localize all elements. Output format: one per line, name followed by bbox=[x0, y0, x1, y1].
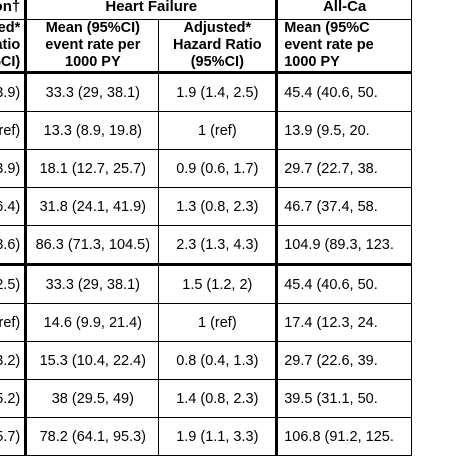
group-header-row: tion† Heart Failure All-Ca bbox=[0, 0, 412, 20]
table-cell: 17.4 (12.3, 24. bbox=[275, 303, 412, 342]
table-cell: 29.7 (22.7, 38. bbox=[275, 149, 412, 188]
table-row: 2, 3.2)15.3 (10.4, 22.4)0.8 (0.4, 1.3)29… bbox=[0, 341, 412, 380]
table-cell: 45.4 (40.6, 50. bbox=[275, 263, 412, 304]
table-cell: 15.3 (10.4, 22.4) bbox=[24, 341, 160, 380]
table-row: 2, 3.9)33.3 (29, 38.1)1.9 (1.4, 2.5)45.4… bbox=[0, 72, 412, 112]
table-row: 5, 3.9)18.1 (12.7, 25.7)0.9 (0.6, 1.7)29… bbox=[0, 149, 412, 188]
table-cell: ref) bbox=[0, 303, 27, 342]
table-cell: 9, 5.7) bbox=[0, 417, 27, 456]
table-cell: 33.3 (29, 38.1) bbox=[24, 263, 160, 304]
table-cell: 5, 2.5) bbox=[0, 263, 27, 304]
table-cell: 106.8 (91.2, 125. bbox=[275, 417, 412, 456]
table-cell: 38 (29.5, 49) bbox=[24, 379, 160, 418]
table-cell: 1.5 (1.2, 2) bbox=[158, 263, 278, 304]
table-cell: 78.2 (64.1, 95.3) bbox=[24, 417, 160, 456]
table-row: ref) 13.3 (8.9, 19.8) 1 (ref) 13.9 (9.5, 20… bbox=[0, 111, 412, 150]
table-cell: 86.3 (71.3, 104.5) bbox=[24, 225, 160, 265]
table-cell: 1.3 (0.8, 2.3) bbox=[158, 187, 278, 226]
col-header-hf-hazard-ratio: Adjusted* Hazard Ratio (95%CI) bbox=[158, 19, 278, 74]
table-cell: 6, 8.6) bbox=[0, 225, 27, 265]
group-header-all-cause: All-Ca bbox=[275, 0, 412, 20]
table-cell: 3, 6.4) bbox=[0, 187, 27, 226]
table-row: 5, 2.5)33.3 (29, 38.1)1.5 (1.2, 2)45.4 (… bbox=[0, 263, 412, 304]
table-cell: 1.4 (0.8, 2.3) bbox=[158, 379, 278, 418]
table-cell: 2, 3.9) bbox=[0, 72, 27, 112]
table-cell: 1, 5.2) bbox=[0, 379, 27, 418]
table-body: 2, 3.9)33.3 (29, 38.1)1.9 (1.4, 2.5)45.4… bbox=[0, 72, 412, 456]
table-cell: 14.6 (9.9, 21.4) bbox=[24, 303, 160, 342]
table-row: 1, 5.2)38 (29.5, 49)1.4 (0.8, 2.3)39.5 (… bbox=[0, 379, 412, 418]
table-cell: ref) bbox=[0, 111, 27, 150]
table-cell: 5, 3.9) bbox=[0, 149, 27, 188]
col-header-all-cause-mean-rate: Mean (95%C event rate pe 1000 PY bbox=[275, 19, 412, 74]
table-cell: 0.8 (0.4, 1.3) bbox=[158, 341, 278, 380]
results-table: tion† Heart Failure All-Ca usted* l Rati… bbox=[0, 0, 412, 456]
col-header-adjusted-ratio-left: usted* l Ratio %CI) bbox=[0, 19, 27, 74]
col-header-hf-mean-rate: Mean (95%CI) event rate per 1000 PY bbox=[24, 19, 160, 74]
table-cell: 1 (ref) bbox=[158, 303, 278, 342]
table-cell: 1.9 (1.1, 3.3) bbox=[158, 417, 278, 456]
table-cell: 29.7 (22.6, 39. bbox=[275, 341, 412, 380]
table-cell: 31.8 (24.1, 41.9) bbox=[24, 187, 160, 226]
column-header-row: usted* l Ratio %CI) Mean (95%CI) event r… bbox=[0, 19, 412, 74]
group-header-heart-failure: Heart Failure bbox=[24, 0, 278, 20]
table-cell: 18.1 (12.7, 25.7) bbox=[24, 149, 160, 188]
table-cell: 0.9 (0.6, 1.7) bbox=[158, 149, 278, 188]
table-cell: 1 (ref) bbox=[158, 111, 278, 150]
table-cell: 39.5 (31.1, 50. bbox=[275, 379, 412, 418]
table-cell: 1.9 (1.4, 2.5) bbox=[158, 72, 278, 112]
table-cell: 2.3 (1.3, 4.3) bbox=[158, 225, 278, 265]
group-header-left: tion† bbox=[0, 0, 27, 20]
table-cell: 13.9 (9.5, 20. bbox=[275, 111, 412, 150]
table-cell: 33.3 (29, 38.1) bbox=[24, 72, 160, 112]
table-row: 6, 8.6)86.3 (71.3, 104.5)2.3 (1.3, 4.3)1… bbox=[0, 225, 412, 265]
table-row: 9, 5.7)78.2 (64.1, 95.3)1.9 (1.1, 3.3)10… bbox=[0, 417, 412, 456]
table-cell: 13.3 (8.9, 19.8) bbox=[24, 111, 160, 150]
table-row: ref) 14.6 (9.9, 21.4) 1 (ref) 17.4 (12.3, 2… bbox=[0, 303, 412, 342]
table-cell: 2, 3.2) bbox=[0, 341, 27, 380]
table-cell: 46.7 (37.4, 58. bbox=[275, 187, 412, 226]
table-cell: 104.9 (89.3, 123. bbox=[275, 225, 412, 265]
table-cell: 45.4 (40.6, 50. bbox=[275, 72, 412, 112]
table-row: 3, 6.4)31.8 (24.1, 41.9)1.3 (0.8, 2.3)46… bbox=[0, 187, 412, 226]
